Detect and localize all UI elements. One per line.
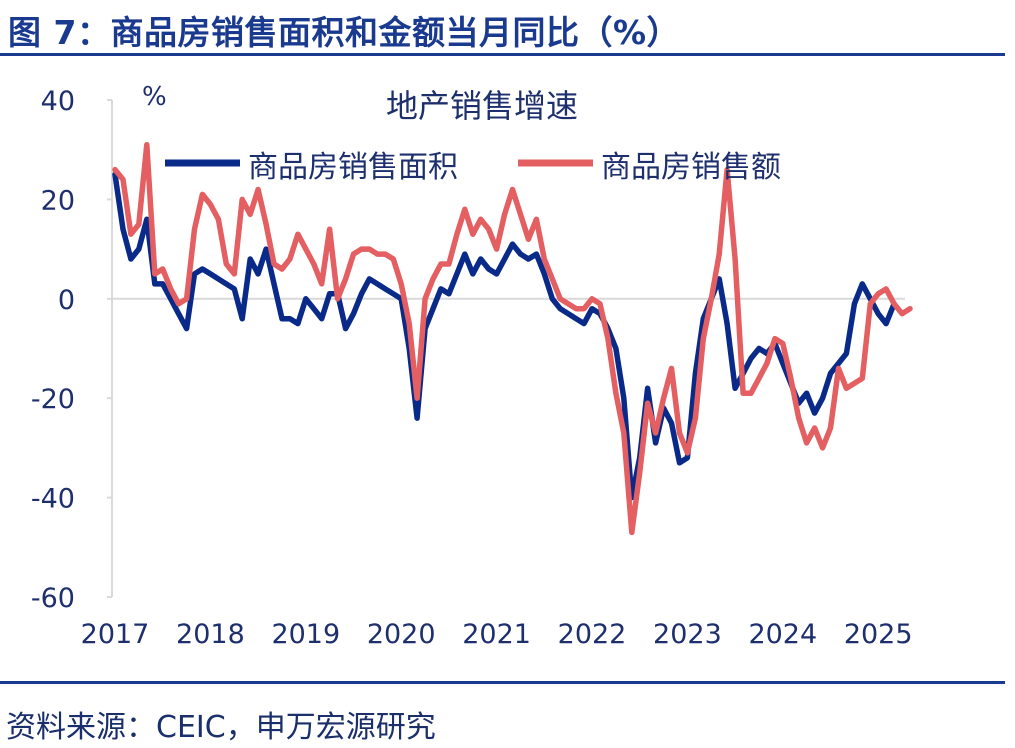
chart-title: 地产销售增速 — [386, 87, 578, 125]
x-tick-label: 2022 — [558, 619, 627, 650]
y-tick-labels: 40 20 0 -20 -40 -60 — [31, 86, 75, 614]
x-tick-label: 2024 — [748, 619, 817, 650]
x-tick-label: 2023 — [653, 619, 722, 650]
x-tick-label: 2018 — [176, 619, 245, 650]
legend-label-amount: 商品房销售额 — [601, 150, 781, 185]
y-tick-label: -20 — [31, 384, 75, 415]
series-line-area — [112, 171, 897, 501]
y-tick-label: 40 — [41, 86, 75, 117]
y-tick-label: -60 — [31, 583, 75, 614]
series-line-amount — [112, 141, 913, 536]
series-layer — [112, 141, 913, 536]
x-tick-label: 2025 — [844, 619, 913, 650]
bottom-rule — [0, 681, 1005, 684]
x-tick-label: 2021 — [462, 619, 531, 650]
y-axis-unit: % — [142, 82, 167, 112]
x-tick-label: 2019 — [271, 619, 340, 650]
y-tick-label: -40 — [31, 484, 75, 515]
source-note: 资料来源：CEIC，申万宏源研究 — [6, 710, 436, 745]
legend: 商品房销售面积 商品房销售额 — [165, 150, 781, 185]
figure-title: 图 7：商品房销售面积和金额当月同比（%） — [8, 13, 681, 52]
y-tick-label: 0 — [58, 285, 75, 316]
y-tick-label: 20 — [41, 185, 75, 216]
legend-label-area: 商品房销售面积 — [248, 150, 458, 185]
x-tick-label: 2017 — [81, 619, 150, 650]
x-tick-label: 2020 — [367, 619, 436, 650]
x-tick-labels: 2017 2018 2019 2020 2021 2022 2023 2024 2025 — [81, 619, 913, 650]
top-rule — [0, 53, 1005, 56]
